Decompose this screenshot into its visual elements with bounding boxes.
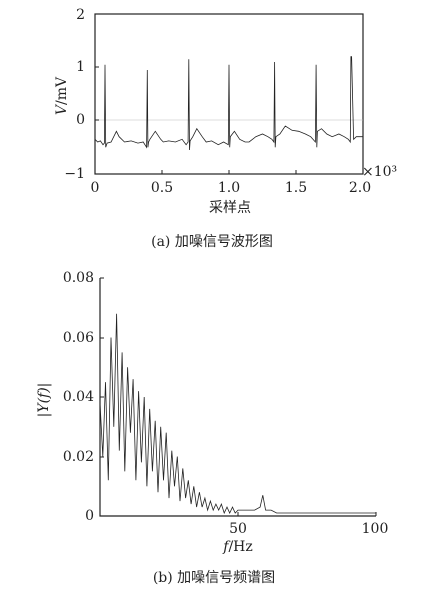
chart-b-xtick-label: 50 xyxy=(229,521,247,537)
chart-b-y-ticks: 0 0.02 0.04 0.06 0.08 xyxy=(63,270,94,524)
chart-a-ytick-label: −1 xyxy=(64,166,85,182)
chart-a-y-axis-label: V/mV xyxy=(54,76,70,115)
chart-a-xtick-label: 1.5 xyxy=(285,180,307,196)
chart-a-series-line xyxy=(94,13,364,175)
chart-b-ytick-label: 0.04 xyxy=(63,389,94,405)
chart-b-xtick-label: 100 xyxy=(362,521,389,537)
chart-b-y-axis-label: |Y(f)| xyxy=(36,383,52,418)
chart-a-xtick-label: 2.0 xyxy=(349,180,371,196)
chart-b-x-ticks: 50 100 xyxy=(229,521,388,537)
chart-b-ytick-label: 0 xyxy=(85,508,94,524)
chart-a-ytick-label: 0 xyxy=(76,112,85,128)
chart-a-x-multiplier: ×10³ xyxy=(362,164,397,180)
chart-a-ytick-label: 1 xyxy=(76,59,85,75)
chart-a-xtick-label: 1.0 xyxy=(218,180,240,196)
chart-a: −1 0 1 2 0 0.5 1.0 1.5 2.0 ×10³ 采样点 V/mV… xyxy=(54,7,397,250)
chart-b-axes xyxy=(99,278,376,517)
chart-a-y-ticks: −1 0 1 2 xyxy=(64,7,85,182)
chart-b-ytick-label: 0.08 xyxy=(63,270,94,286)
chart-b-caption: (b) 加噪信号频谱图 xyxy=(153,570,275,586)
chart-a-x-ticks: 0 0.5 1.0 1.5 2.0 xyxy=(91,180,372,196)
chart-a-xtick-label: 0.5 xyxy=(151,180,173,196)
chart-a-ytick-label: 2 xyxy=(76,7,85,23)
waveform-trace xyxy=(94,56,363,151)
chart-b-series-line xyxy=(99,277,377,517)
chart-a-caption: (a) 加噪信号波形图 xyxy=(151,234,273,250)
chart-a-x-axis-label: 采样点 xyxy=(209,200,251,216)
chart-b: 0 0.02 0.04 0.06 0.08 50 100 f/Hz |Y(f)|… xyxy=(36,270,388,586)
chart-a-xtick-label: 0 xyxy=(91,180,100,196)
chart-b-x-axis-label: f/Hz xyxy=(222,539,253,555)
spectrum-trace xyxy=(99,313,376,515)
chart-b-ytick-label: 0.02 xyxy=(63,449,94,465)
chart-b-ytick-label: 0.06 xyxy=(63,330,94,346)
